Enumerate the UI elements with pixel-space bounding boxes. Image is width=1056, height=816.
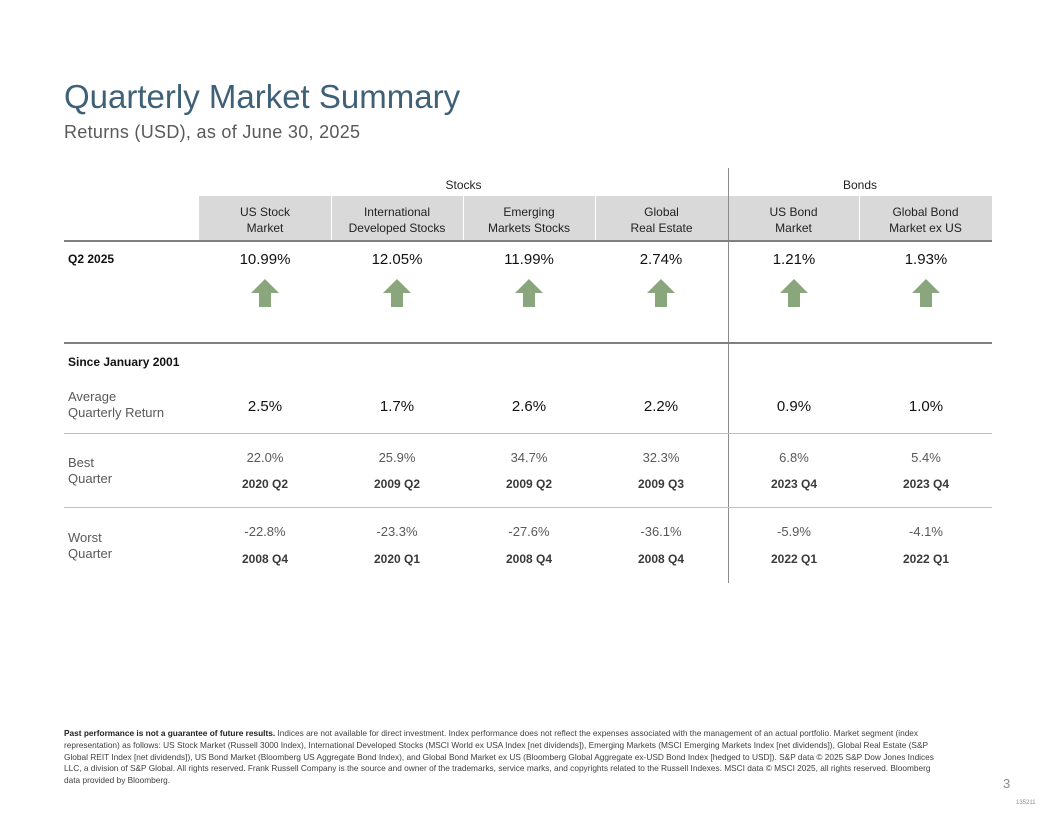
header-divider <box>331 196 332 240</box>
worst-return-us-bond: -5.9% <box>777 524 811 539</box>
quarter-return-global-real-estate: 2.74% <box>639 251 683 268</box>
column-header-us-stock: US Stock Market <box>239 205 290 235</box>
worst-quarter-us-bond: 2022 Q1 <box>770 552 818 566</box>
worst-quarter-intl-developed: 2020 Q1 <box>373 552 421 566</box>
column-header-global-bond: Global Bond Market ex US <box>889 205 962 235</box>
header-divider <box>463 196 464 240</box>
column-header-emerging: Emerging Markets Stocks <box>487 205 571 235</box>
row-label-average: Average Quarterly Return <box>68 389 165 420</box>
column-header-us-bond: US Bond Market <box>769 205 818 235</box>
best-quarter-us-bond: 2023 Q4 <box>770 477 818 491</box>
worst-quarter-us-stock: 2008 Q4 <box>241 552 289 566</box>
row-label-worst: Worst Quarter <box>68 530 113 561</box>
column-header-intl-developed: International Developed Stocks <box>348 205 446 235</box>
average-return-global-real-estate: 2.2% <box>643 398 679 415</box>
header-divider <box>595 196 596 240</box>
up-arrow-icon <box>383 279 411 307</box>
up-arrow-icon <box>912 279 940 307</box>
quarter-return-us-bond: 1.21% <box>772 251 816 268</box>
worst-quarter-emerging: 2008 Q4 <box>505 552 553 566</box>
up-arrow-icon <box>515 279 543 307</box>
group-label-bonds: Bonds <box>842 178 878 192</box>
row-label-quarter: Q2 2025 <box>68 252 115 266</box>
best-return-us-bond: 6.8% <box>779 450 809 465</box>
header-divider <box>859 196 860 240</box>
section-label-since-2001: Since January 2001 <box>68 355 180 369</box>
worst-quarter-global-bond: 2022 Q1 <box>902 552 950 566</box>
worst-return-global-bond: -4.1% <box>909 524 943 539</box>
worst-return-intl-developed: -23.3% <box>376 524 418 539</box>
worst-return-global-real-estate: -36.1% <box>640 524 682 539</box>
disclosure-footnote: Past performance is not a guarantee of f… <box>64 728 934 786</box>
worst-return-us-stock: -22.8% <box>244 524 286 539</box>
row-label-best: Best Quarter <box>68 455 113 486</box>
best-return-global-real-estate: 32.3% <box>642 450 680 465</box>
up-arrow-icon <box>780 279 808 307</box>
group-label-stocks: Stocks <box>445 178 482 192</box>
best-return-us-stock: 22.0% <box>246 450 284 465</box>
quarter-return-intl-developed: 12.05% <box>371 251 423 268</box>
row-divider <box>64 507 992 508</box>
best-return-global-bond: 5.4% <box>911 450 941 465</box>
best-quarter-emerging: 2009 Q2 <box>505 477 553 491</box>
worst-quarter-global-real-estate: 2008 Q4 <box>637 552 685 566</box>
stocks-bonds-divider <box>728 168 729 583</box>
document-code: 135211 <box>1016 800 1036 806</box>
best-quarter-global-bond: 2023 Q4 <box>902 477 950 491</box>
average-return-us-stock: 2.5% <box>247 398 283 415</box>
average-return-emerging: 2.6% <box>511 398 547 415</box>
average-return-intl-developed: 1.7% <box>379 398 415 415</box>
quarter-return-global-bond: 1.93% <box>904 251 948 268</box>
page-number: 3 <box>1003 776 1011 791</box>
up-arrow-icon <box>251 279 279 307</box>
quarter-return-us-stock: 10.99% <box>239 251 291 268</box>
page-title: Quarterly Market Summary <box>64 78 461 115</box>
page-subtitle: Returns (USD), as of June 30, 2025 <box>64 122 361 142</box>
worst-return-emerging: -27.6% <box>508 524 550 539</box>
row-divider <box>64 433 992 434</box>
best-return-intl-developed: 25.9% <box>378 450 416 465</box>
column-header-global-real-estate: Global Real Estate <box>630 205 693 235</box>
quarter-return-emerging: 11.99% <box>504 251 554 268</box>
best-quarter-us-stock: 2020 Q2 <box>241 477 289 491</box>
average-return-global-bond: 1.0% <box>908 398 944 415</box>
best-return-emerging: 34.7% <box>510 450 548 465</box>
best-quarter-global-real-estate: 2009 Q3 <box>637 477 685 491</box>
header-rule <box>64 240 992 242</box>
up-arrow-icon <box>647 279 675 307</box>
average-return-us-bond: 0.9% <box>776 398 812 415</box>
best-quarter-intl-developed: 2009 Q2 <box>373 477 421 491</box>
section-rule <box>64 342 992 344</box>
